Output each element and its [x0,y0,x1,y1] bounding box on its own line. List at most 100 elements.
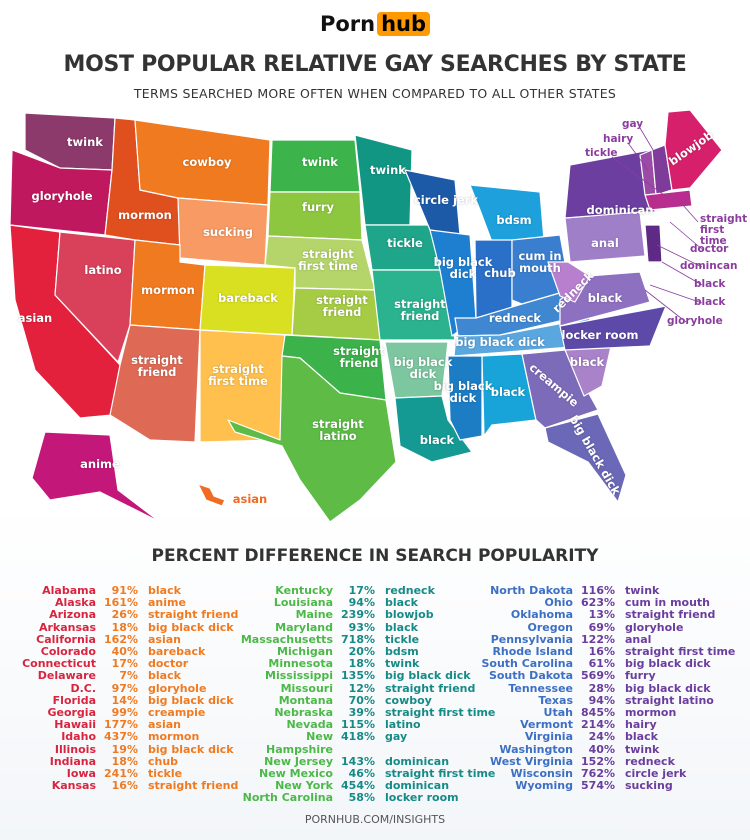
percent-value: 58% [348,791,375,805]
table-row: North Dakota 116% twink [468,584,735,597]
search-term: gloryhole [148,681,207,695]
table-row: Indiana 18% chub [8,754,238,768]
search-term: tickle [385,632,420,646]
table-row: West Virginia 152% redneck [468,754,735,768]
map-label: chub [484,266,516,280]
map-label: mormon [141,283,195,297]
table-row: Ohio 623% cum in mouth [468,596,735,610]
map-label: cum in mouth [518,249,562,275]
table-row: Virginia 24% black [468,731,735,743]
table-row: Mississippi 135% big black dick [238,670,495,682]
percent-value: 46% [348,767,375,781]
state-minnesota [354,134,413,226]
search-term: mormon [148,730,200,744]
map-label: anal [591,236,619,250]
table-row: Wisconsin 762% circle jerk [468,767,735,781]
search-term: big black dick [625,681,711,695]
table-column: Alabama 91% black Alaska 161% anime Arizona 26%… [8,584,239,793]
search-term: straight first time [385,767,496,781]
map-callout: tickle [585,147,618,159]
map-label: black [490,385,526,399]
map-label: straight friend [394,297,446,323]
map-label: tickle [387,236,423,250]
state-name: North Carolina [242,791,333,805]
state-name: Missouri [280,681,333,695]
percent-value: 39% [348,706,375,720]
table-row: Nevada 115% latino [238,719,495,731]
state-new-jersey [644,224,663,263]
percent-value: 61% [588,657,615,671]
map-label: locker room [561,328,639,342]
table-row: Kansas 16% straight friend [8,779,239,793]
table-row: New Mexico 46% straight first time [238,767,496,781]
search-term: black [385,620,418,634]
search-term: furry [625,669,656,683]
state-name: Utah [543,706,573,720]
table-row: Hawaii 177% asian [8,719,238,731]
search-term: mormon [625,706,677,720]
state-name: Louisiana [273,596,333,610]
percent-value: 28% [588,681,615,695]
table-row: New Jersey 143% dominican [238,754,495,768]
percent-value: 152% [581,754,615,768]
search-term: bareback [148,645,206,659]
table-row: Alabama 91% black [8,584,238,597]
state-name: Iowa [66,767,96,781]
state-name: Maine [295,608,333,622]
search-term: black [625,730,658,744]
map-label: asian [232,492,268,506]
state-name: New Jersey [264,754,333,768]
map-label: straight friend [131,353,183,379]
footer-url[interactable]: PORNHUB.COM/INSIGHTS [304,813,446,826]
map-label: bdsm [496,213,532,227]
percent-value: 99% [111,706,138,720]
percent-value: 161% [104,596,138,610]
search-term: locker room [385,791,459,805]
table-row: South Dakota 569% furry [468,670,735,682]
search-term: dominican [385,754,450,768]
table-row: Arkansas 18% big black dick [8,621,238,634]
map-label: straight friend [333,344,385,370]
search-term: sucking [625,779,673,793]
percent-value: 569% [581,669,615,683]
search-term: straight friend [625,608,716,622]
table-row: Arizona 26% straight friend [8,609,238,621]
state-name: Hawaii [54,718,96,732]
percent-value: 239% [341,608,375,622]
search-term: chub [148,754,179,768]
map-label: twink [302,155,338,169]
map-label: latino [84,263,122,277]
table-row: New York 454% dominican [238,780,495,792]
table-row: Kentucky 17% redneck [238,584,495,597]
percent-value: 241% [104,767,138,781]
state-name: Montana [278,693,333,707]
state-name: Georgia [47,706,96,720]
search-term: cum in mouth [625,596,711,610]
table-row: Tennessee 28% big black dick [468,681,735,695]
percent-value: 623% [581,596,615,610]
state-name: Alabama [42,584,96,597]
percent-value: 7% [119,669,138,683]
state-name: Wisconsin [510,767,573,781]
map-callout: gay [622,118,644,130]
percent-value: 16% [111,779,138,793]
search-term: bdsm [385,645,419,659]
table-row: New Hampshire 418% gay [238,731,495,756]
state-name: Oregon [527,620,574,634]
search-term: latino [385,718,421,732]
percent-value: 19% [111,742,138,756]
table-row: Michigan 20% bdsm [238,645,495,659]
search-term: big black dick [625,657,711,671]
state-name: Idaho [61,730,96,744]
percent-value: 162% [104,632,138,646]
map-label: mormon [118,208,172,222]
state-name: Maryland [275,620,333,634]
table-row: Pennsylvania 122% anal [468,633,735,646]
search-term: straight friend [385,681,476,695]
state-name: D.C. [70,681,96,695]
search-term: cowboy [385,693,432,707]
search-term: asian [148,718,181,732]
percent-value: 12% [348,681,375,695]
state-name: West Virginia [489,754,573,768]
